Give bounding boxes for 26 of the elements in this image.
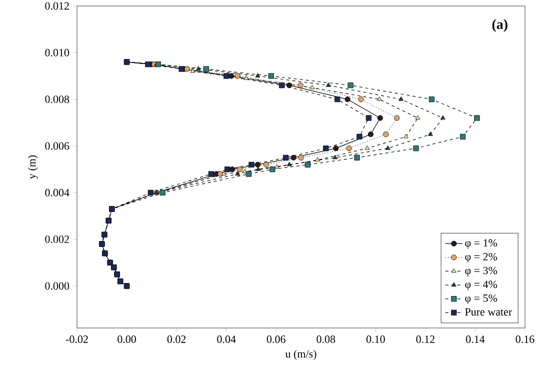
annotation: (a) — [492, 19, 508, 32]
x-tick-label: 0.04 — [217, 336, 236, 343]
y-tick-label: 0.002 — [45, 236, 69, 244]
x-axis-title: u (m/s) — [285, 350, 316, 360]
legend-label: φ = 1% — [465, 239, 498, 249]
x-tick-label: 0.00 — [118, 336, 136, 343]
x-tick-label: 0.14 — [466, 336, 485, 343]
y-tick-label: 0.000 — [45, 282, 70, 290]
x-tick-label: 0.06 — [266, 336, 286, 343]
y-tick-label: 0.010 — [45, 48, 70, 56]
y-tick-label: 0.012 — [45, 2, 69, 10]
legend-label: φ = 4% — [465, 280, 498, 290]
x-tick-label: 0.08 — [316, 336, 336, 343]
legend-label: φ = 5% — [465, 294, 498, 304]
y-tick-label: 0.004 — [45, 188, 70, 196]
x-tick-label: -0.02 — [66, 336, 88, 343]
x-tick-label: 0.16 — [516, 336, 534, 343]
y-tick-label: 0.008 — [45, 96, 70, 104]
legend-label: φ = 3% — [465, 266, 498, 276]
y-tick-label: 0.006 — [45, 142, 70, 150]
legend-label: Pure water — [465, 308, 512, 316]
x-tick-label: 0.12 — [416, 336, 434, 343]
x-tick-label: 0.02 — [167, 336, 186, 343]
x-tick-label: 0.10 — [366, 336, 385, 343]
y-axis-title: y (m) — [28, 155, 38, 179]
legend-label: φ = 2% — [465, 253, 498, 263]
